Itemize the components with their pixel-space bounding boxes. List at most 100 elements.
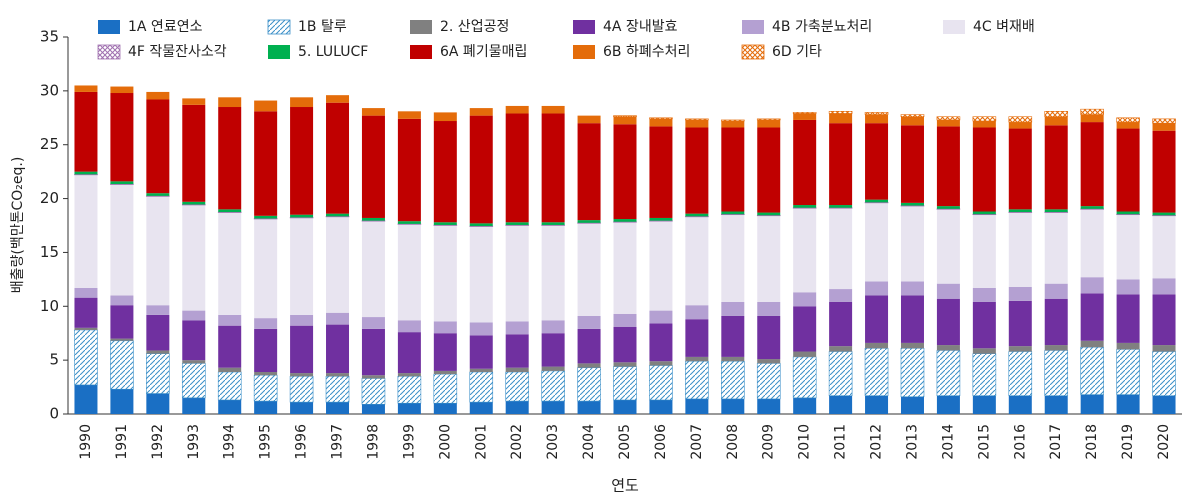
bar-segment xyxy=(1116,214,1140,280)
bar-segment xyxy=(972,214,996,288)
bar-segment xyxy=(1152,351,1176,396)
x-tick-label: 1992 xyxy=(150,424,166,460)
bar-segment xyxy=(1152,212,1176,216)
bar-segment xyxy=(829,205,853,208)
bar-segment xyxy=(505,113,529,223)
bar-segment xyxy=(649,118,673,127)
bar-segment xyxy=(577,328,601,364)
bar-segment xyxy=(74,384,98,414)
bar-segment xyxy=(792,112,817,114)
bar-segment xyxy=(289,375,314,403)
bar-segment xyxy=(865,395,889,414)
bar-segment xyxy=(110,338,134,341)
bar-segment xyxy=(1008,211,1033,213)
bar-segment xyxy=(433,225,457,322)
x-axis-label: 연도 xyxy=(611,477,639,495)
bar-segment xyxy=(793,397,817,414)
bar-segment xyxy=(936,126,960,207)
bar-segment xyxy=(469,226,493,323)
bar-segment xyxy=(218,314,242,326)
bar-segment xyxy=(541,222,565,225)
legend-label: 4A 장내발효 xyxy=(603,19,678,35)
bar-segment xyxy=(110,340,134,390)
bar-segment xyxy=(397,224,421,321)
bar-segment xyxy=(1152,345,1176,352)
bar-segment xyxy=(828,111,853,114)
bar-segment xyxy=(685,119,709,128)
bar-segment xyxy=(865,295,889,343)
bar-segment xyxy=(756,118,781,121)
bar-segment xyxy=(613,362,637,367)
bar-segment xyxy=(1116,128,1140,212)
bar-segment xyxy=(254,215,278,219)
bar-segment xyxy=(865,114,889,124)
bar-segment xyxy=(972,127,996,212)
bar-segment xyxy=(1080,346,1104,395)
x-tick-label: 2011 xyxy=(833,424,849,460)
bar-segment xyxy=(541,113,565,223)
bar-segment xyxy=(290,314,314,326)
bar-segment xyxy=(649,217,673,221)
bar-segment xyxy=(900,295,924,343)
bar-segment xyxy=(685,216,709,218)
bar-segment xyxy=(146,350,170,354)
bar-segment xyxy=(1044,283,1068,299)
bar-segment xyxy=(110,86,134,94)
bar-segment xyxy=(1080,206,1104,209)
bar-segment xyxy=(1008,209,1032,213)
bar-segment xyxy=(218,367,242,372)
bar-segment xyxy=(397,375,422,404)
bar-segment xyxy=(1008,212,1032,287)
bar-segment xyxy=(1080,293,1104,341)
bar-segment xyxy=(182,397,206,414)
bar-segment xyxy=(721,301,745,316)
bar-segment xyxy=(433,121,457,223)
x-tick-label: 2017 xyxy=(1048,424,1064,460)
bar-segment xyxy=(685,305,709,320)
bar-segment xyxy=(1044,212,1068,284)
bar-segment xyxy=(1080,208,1104,210)
x-tick-label: 2003 xyxy=(545,424,561,460)
bar-segment xyxy=(972,301,996,349)
bar-segment xyxy=(433,373,458,404)
bar-segment xyxy=(182,205,206,311)
bar-segment xyxy=(541,333,565,367)
bar-segment xyxy=(721,360,745,400)
bar-segment xyxy=(433,333,457,371)
bar-segment xyxy=(972,213,997,216)
bar-segment xyxy=(721,121,745,128)
bar-segment xyxy=(397,320,421,333)
bar-segment xyxy=(972,211,996,215)
bar-segment xyxy=(972,353,997,396)
bar-segment xyxy=(326,312,350,325)
bar-segment xyxy=(361,328,385,376)
bar-segment xyxy=(110,184,134,296)
bar-segment xyxy=(182,104,206,202)
bar-segment xyxy=(505,401,529,414)
bar-segment xyxy=(577,367,601,402)
bar-segment xyxy=(721,127,745,212)
bar-segment xyxy=(793,208,817,293)
bar-segment xyxy=(613,115,637,118)
legend-swatch xyxy=(98,20,120,34)
bar-segment xyxy=(721,119,745,122)
bar-segment xyxy=(254,318,278,329)
bar-segment xyxy=(469,335,493,369)
bar-segment xyxy=(74,174,98,288)
legend-label: 6A 폐기물매립 xyxy=(440,44,527,60)
bar-segment xyxy=(721,214,745,302)
bar-segment xyxy=(865,281,889,296)
bar-segment xyxy=(613,124,637,220)
x-tick-label: 1994 xyxy=(222,424,238,460)
bar-segment xyxy=(865,123,889,200)
bar-segment xyxy=(829,113,853,124)
bar-segment xyxy=(505,222,529,225)
y-tick-label: 5 xyxy=(49,351,59,369)
bar-segment xyxy=(613,221,637,223)
bar-segment xyxy=(541,105,565,114)
x-tick-label: 2000 xyxy=(437,424,453,460)
bar-segment xyxy=(900,205,925,207)
bar-segment xyxy=(685,356,709,362)
bar-segment xyxy=(757,359,781,364)
x-tick-label: 2008 xyxy=(725,424,741,460)
